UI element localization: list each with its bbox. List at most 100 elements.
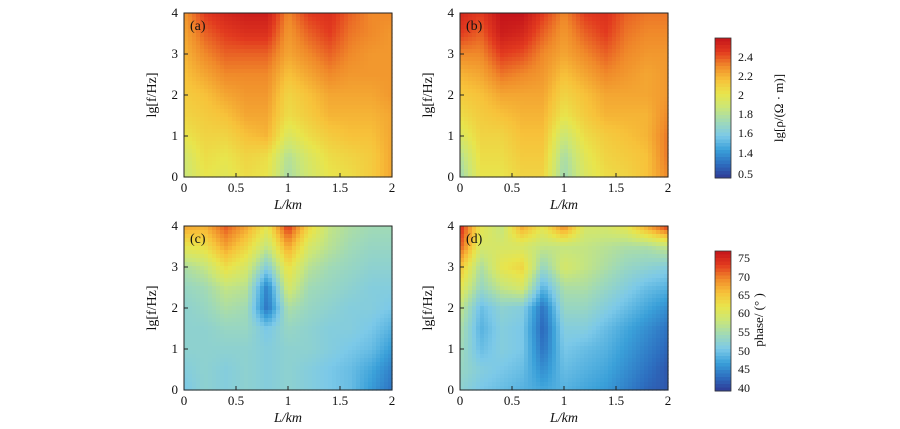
heatmap-cell (344, 45, 349, 50)
heatmap-cell (592, 73, 597, 78)
heatmap-cell (644, 21, 649, 26)
heatmap-cell (368, 133, 373, 138)
heatmap-cell (376, 41, 381, 46)
heatmap-cell (608, 157, 613, 162)
heatmap-cell (348, 254, 353, 259)
heatmap-cell (648, 137, 653, 142)
heatmap-cell (184, 97, 189, 102)
heatmap-cell (308, 149, 313, 154)
heatmap-cell (368, 242, 373, 247)
heatmap-cell (348, 53, 353, 58)
heatmap-cell (368, 29, 373, 34)
heatmap-cell (600, 89, 605, 94)
heatmap-cell (320, 21, 325, 26)
heatmap-cell (528, 69, 533, 74)
heatmap-cell (360, 101, 365, 106)
heatmap-cell (364, 61, 369, 66)
heatmap-cell (312, 133, 317, 138)
heatmap-cell (336, 41, 341, 46)
heatmap-cell (332, 161, 337, 166)
heatmap-cell (352, 57, 357, 62)
heatmap-cell (660, 17, 665, 22)
heatmap-cell (200, 121, 205, 126)
heatmap-cell (520, 29, 525, 34)
heatmap-cell (340, 65, 345, 70)
heatmap-cell (196, 57, 201, 62)
heatmap-cell (476, 41, 481, 46)
heatmap-cell (188, 262, 193, 267)
heatmap-cell (256, 81, 261, 86)
heatmap-cell (560, 117, 565, 122)
heatmap-cell (660, 165, 665, 170)
heatmap-cell (204, 141, 209, 146)
heatmap-cell (624, 97, 629, 102)
heatmap-cell (516, 57, 521, 62)
heatmap-cell (204, 65, 209, 70)
heatmap-cell (360, 129, 365, 134)
heatmap-cell (576, 97, 581, 102)
heatmap-cell (512, 125, 517, 130)
heatmap-cell (516, 133, 521, 138)
heatmap-cell (332, 165, 337, 170)
heatmap-cell (596, 13, 601, 18)
heatmap-cell (576, 153, 581, 158)
heatmap-cell (220, 25, 225, 30)
heatmap-cell (632, 17, 637, 22)
heatmap-cell (664, 69, 669, 74)
heatmap-cell (308, 266, 313, 271)
heatmap-cell (228, 81, 233, 86)
heatmap-cell (312, 89, 317, 94)
heatmap-cell (324, 109, 329, 114)
heatmap-cell (284, 242, 289, 247)
heatmap-cell (600, 133, 605, 138)
heatmap-cell (516, 81, 521, 86)
heatmap-cell (536, 37, 541, 42)
heatmap-cell (316, 133, 321, 138)
heatmap-cell (220, 165, 225, 170)
heatmap-cell (276, 89, 281, 94)
heatmap-cell (272, 81, 277, 86)
heatmap-cell (260, 141, 265, 146)
heatmap-cell (312, 21, 317, 26)
heatmap-cell (512, 73, 517, 78)
heatmap-cell (508, 149, 513, 154)
heatmap-cell (232, 165, 237, 170)
heatmap-cell (608, 161, 613, 166)
heatmap-cell (232, 230, 237, 235)
heatmap-cell (632, 117, 637, 122)
heatmap-cell (564, 37, 569, 42)
heatmap-cell (368, 113, 373, 118)
heatmap-cell (620, 49, 625, 54)
heatmap-cell (348, 41, 353, 46)
heatmap-cell (632, 145, 637, 150)
heatmap-cell (516, 113, 521, 118)
heatmap-cell (260, 254, 265, 259)
heatmap-cell (184, 29, 189, 34)
heatmap-cell (600, 165, 605, 170)
heatmap-cell (260, 81, 265, 86)
heatmap-cell (504, 73, 509, 78)
heatmap-cell (316, 13, 321, 18)
heatmap-cell (380, 101, 385, 106)
heatmap-cell (212, 145, 217, 150)
heatmap-cell (604, 33, 609, 38)
heatmap-cell (228, 234, 233, 239)
heatmap-cell (184, 165, 189, 170)
heatmap-cell (188, 81, 193, 86)
heatmap-cell (588, 57, 593, 62)
heatmap-cell (488, 141, 493, 146)
heatmap-cell (624, 41, 629, 46)
heatmap-cell (216, 17, 221, 22)
heatmap-cell (596, 161, 601, 166)
heatmap-cell (200, 266, 205, 271)
heatmap-cell (372, 105, 377, 110)
heatmap-cell (240, 274, 245, 279)
heatmap-cell (464, 113, 469, 118)
heatmap-cell (328, 274, 333, 279)
heatmap-cell (640, 149, 645, 154)
heatmap-cell (632, 49, 637, 54)
heatmap-cell (504, 137, 509, 142)
heatmap-cell (184, 77, 189, 82)
heatmap-cell (480, 169, 485, 174)
heatmap-cell (556, 145, 561, 150)
